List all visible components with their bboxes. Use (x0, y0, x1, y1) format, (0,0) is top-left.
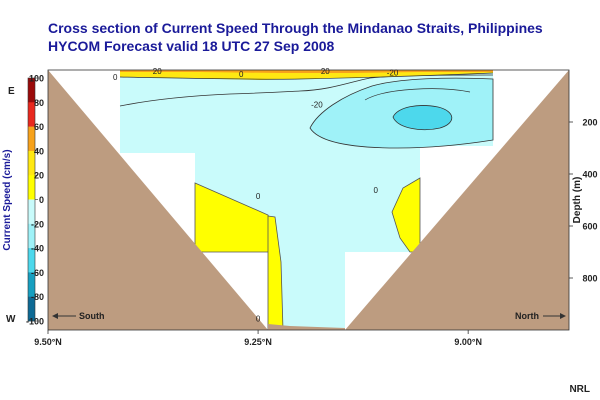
colorbar-tick-label: 80 (34, 98, 44, 108)
x-tick-label: 9.00°N (454, 337, 482, 347)
colorbar-tick-label: 60 (34, 122, 44, 132)
current-field (119, 70, 494, 330)
colorbar-tick-label: -100 (26, 317, 44, 327)
plot-frame (47, 69, 570, 331)
credit-label: NRL (569, 384, 590, 395)
y-tick-label: 600 (582, 222, 597, 232)
colorbar-east-label: E (8, 86, 15, 97)
surface-eastward-layer (120, 70, 493, 80)
south-label: South (79, 311, 105, 321)
contour-label: 0 (256, 314, 261, 323)
colorbar-band (28, 175, 35, 200)
y-tick-label: 800 (582, 274, 597, 284)
seafloor-sill (268, 324, 345, 330)
y-tick-label: 200 (582, 118, 597, 128)
colorbar-west-label: W (6, 314, 16, 325)
contour-labels: 20 20 0 0 -20 -20 0 0 0 (113, 67, 399, 323)
colorbar-band (28, 223, 35, 249)
colorbar-tick-label: 0 (39, 195, 44, 205)
colorbar-tick-label: -80 (31, 292, 44, 302)
contour-label: 0 (239, 70, 244, 79)
colorbar-band (28, 78, 35, 103)
y-axis-title: Depth (m) (572, 177, 583, 224)
contour-label: 0 (113, 73, 118, 82)
colorbar-tick-label: 20 (34, 171, 44, 181)
northern-seafloor-slope (345, 70, 569, 330)
central-eastward-tongue (267, 215, 284, 330)
colorbar-band (28, 248, 35, 273)
y-axis: 200 400 600 800 (569, 118, 598, 284)
colorbar-tick-label: 40 (34, 146, 44, 156)
x-tick-label: 9.25°N (244, 337, 272, 347)
north-label: North (515, 311, 539, 321)
contour-label: 0 (256, 192, 261, 201)
colorbar-band (28, 199, 35, 225)
contour-label: 20 (321, 67, 330, 76)
colorbar-title: Current Speed (cm/s) (2, 149, 13, 250)
chart-subtitle: HYCOM Forecast valid 18 UTC 27 Sep 2008 (48, 38, 335, 54)
westward-core-inner-contour (364, 88, 471, 101)
x-axis: 9.50°N 9.25°N 9.00°N (34, 330, 482, 347)
contour-label: -20 (311, 101, 323, 110)
contour-label: 20 (153, 67, 162, 76)
southern-seafloor-slope (48, 70, 268, 330)
surface-strong-eastward-layer (120, 70, 493, 73)
colorbar-tick-label: -60 (31, 268, 44, 278)
contour-label: 0 (373, 186, 378, 195)
colorbar-tick-label: 100 (29, 74, 44, 84)
colorbar-tick-label: -20 (31, 219, 44, 229)
chart-title: Cross section of Current Speed Through t… (48, 20, 543, 36)
strong-westward-core (392, 105, 453, 131)
colorbar-band (28, 272, 35, 297)
colorbar: 100 80 60 40 20 0 -20 -40 -60 -80 -100 (26, 74, 44, 327)
surface-contour-line (119, 72, 494, 80)
colorbar-band (28, 296, 35, 322)
colorbar-band (28, 126, 35, 152)
x-tick-label: 9.50°N (34, 337, 62, 347)
colorbar-band (28, 150, 35, 176)
colorbar-tick-label: -40 (31, 244, 44, 254)
y-tick-label: 400 (582, 170, 597, 180)
contour-label: -20 (387, 69, 399, 78)
colorbar-band (28, 102, 35, 127)
